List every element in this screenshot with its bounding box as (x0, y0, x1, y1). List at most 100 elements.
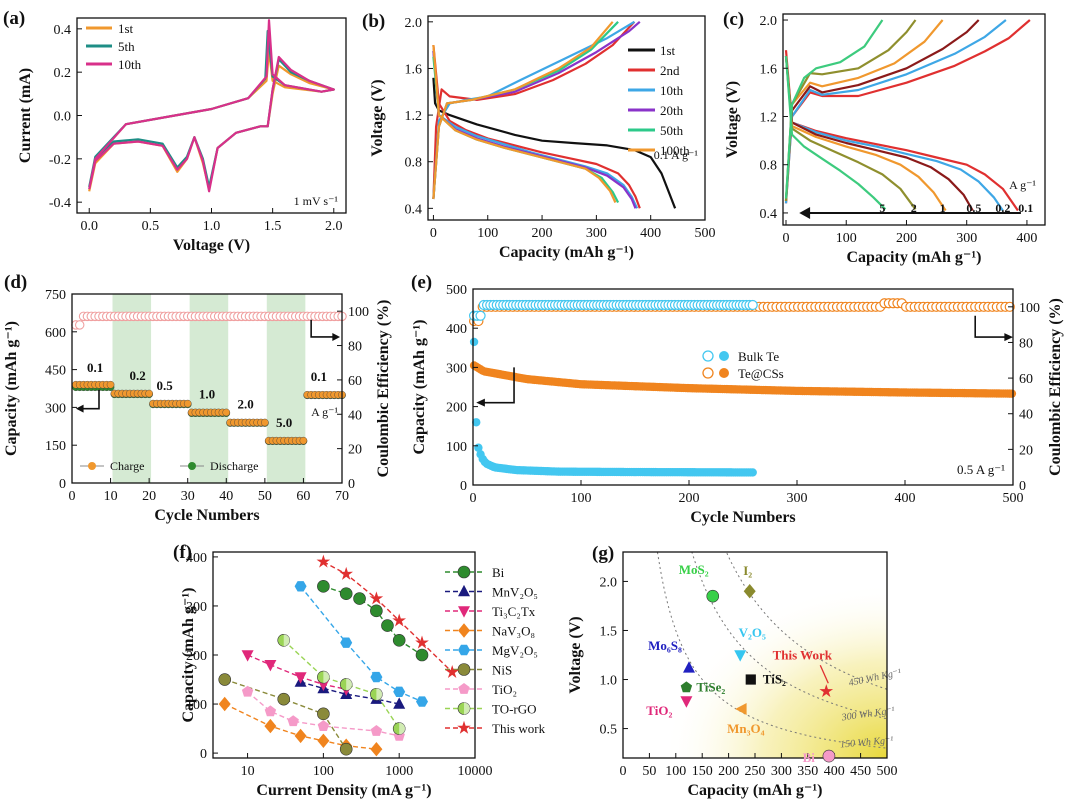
data-point (370, 604, 383, 618)
shaded-band (266, 294, 306, 483)
x-tick-label: 50 (642, 764, 656, 779)
series-line (784, 56, 974, 212)
capacity-point (472, 418, 481, 427)
x-axis-label: Capacity (mAh g⁻¹) (499, 244, 634, 261)
y-tick-label: 0 (200, 747, 207, 762)
point-label: Mo₆S₈ (648, 638, 682, 653)
x-tick-label: 1000 (385, 764, 413, 779)
x-tick-label: 20 (142, 489, 156, 504)
rate-label: 0.5 (156, 378, 173, 393)
x-tick-label: 10 (104, 489, 118, 504)
data-point (317, 733, 330, 748)
axis-arrow (310, 319, 335, 338)
x-tick-label: 500 (1003, 491, 1024, 506)
rate-label: 0.1 (311, 369, 327, 384)
data-point-half (346, 678, 353, 691)
y2-tick-label: 60 (348, 374, 362, 389)
series-line (784, 56, 917, 210)
y-axis-label: Voltage (V) (369, 79, 386, 156)
legend-label: MgV₂O₅ (492, 643, 538, 658)
x-tick-label: 1.0 (203, 219, 221, 234)
legend-swatch-open (702, 350, 714, 362)
y-tick-label: 150 (45, 439, 66, 454)
x-tick-label: 2.0 (325, 219, 343, 234)
legend-label: 2nd (660, 63, 680, 78)
rate-label: 0.5 (966, 201, 981, 215)
x-tick-label: 350 (797, 764, 818, 779)
data-point (264, 705, 277, 717)
y-axis-label: Voltage (V) (724, 81, 741, 158)
x-tick-label: 100 (836, 231, 857, 246)
panel-label: (b) (362, 11, 385, 32)
x-tick-label: 400 (640, 226, 661, 241)
y-axis-label: Capacity (mAh g⁻¹) (411, 319, 428, 454)
data-point (819, 684, 834, 698)
y-tick-label: 2.0 (405, 16, 423, 31)
series-line (224, 678, 347, 750)
series-line-charge (784, 19, 884, 199)
legend-label: NaV₃O₈ (492, 624, 535, 639)
point-label: TiSe₂ (696, 679, 725, 694)
plot-frame (427, 15, 706, 221)
series-line (784, 56, 887, 211)
data-point (416, 696, 428, 707)
axis-arrow (79, 389, 100, 410)
energy-density-label: 150 Wh Kg⁻¹ (840, 735, 894, 751)
panel-label: (g) (592, 543, 614, 564)
data-point-half (399, 722, 406, 735)
data-point (339, 742, 353, 756)
data-point (445, 665, 459, 678)
y2-tick-label: 40 (1019, 408, 1033, 423)
annotation-text: 0.5 A g⁻¹ (957, 462, 1005, 477)
y-tick-label: 450 (45, 364, 66, 379)
y-tick-label: 0.4 (54, 23, 72, 38)
x-axis-label: Voltage (V) (173, 237, 250, 254)
data-point (287, 715, 299, 727)
data-point (340, 637, 353, 648)
energy-density-line (656, 552, 887, 749)
legend-swatch (457, 565, 471, 579)
x-tick-label: 0.5 (142, 219, 160, 234)
y-tick-label: 0.8 (405, 156, 423, 171)
series-line (323, 561, 453, 673)
data-point (339, 587, 353, 600)
y-tick-label: 0.2 (54, 66, 72, 81)
panel-d: 0 10 20 30 40 50 60 700150300450600750020406080… (3, 272, 392, 524)
point-label: I₂ (743, 563, 752, 578)
legend-label: 1st (118, 21, 134, 36)
y2-tick-label: 100 (1019, 301, 1040, 316)
shaded-band (189, 294, 229, 483)
series-line (224, 703, 377, 750)
y2-tick-label: 20 (1019, 443, 1033, 458)
legend-label: TO-rGO (492, 702, 537, 717)
legend-label: Te@CSs (738, 366, 784, 381)
x-tick-label: 200 (679, 491, 700, 506)
data-point (734, 650, 747, 662)
rate-label: 0.2 (995, 201, 1010, 215)
y-tick-label: 0.4 (760, 207, 778, 222)
legend-label: 50th (660, 123, 684, 138)
legend-swatch (457, 663, 471, 676)
series-line-charge (784, 19, 1031, 204)
legend-label: 1st (660, 43, 676, 58)
y-tick-label: 0.5 (600, 723, 618, 738)
panel-c: 0 100 200 300 400 0.4 0.8 1.2 1.6 2.0 Capacity (mA… (723, 9, 1046, 266)
y-tick-label: 0.4 (405, 202, 423, 217)
legend-label: TiO₂ (492, 682, 517, 697)
data-point (680, 696, 693, 708)
x-axis-label: Capacity (mAh g⁻¹) (687, 782, 822, 799)
y2-tick-label: 100 (348, 305, 369, 320)
data-point (822, 749, 836, 763)
data-point (683, 661, 695, 673)
y-tick-label: 500 (446, 283, 467, 298)
panel-e: 0 100 200 300 400 500010020030040050002040608… (411, 272, 1064, 526)
y-tick-label: -0.4 (49, 196, 71, 211)
y-axis-label: Voltage (V) (567, 616, 584, 693)
data-point (370, 671, 383, 683)
capacity-point (106, 380, 115, 389)
series-line-charge (784, 19, 1007, 204)
x-tick-label: 10 (241, 764, 255, 779)
legend-swatch (719, 368, 729, 378)
